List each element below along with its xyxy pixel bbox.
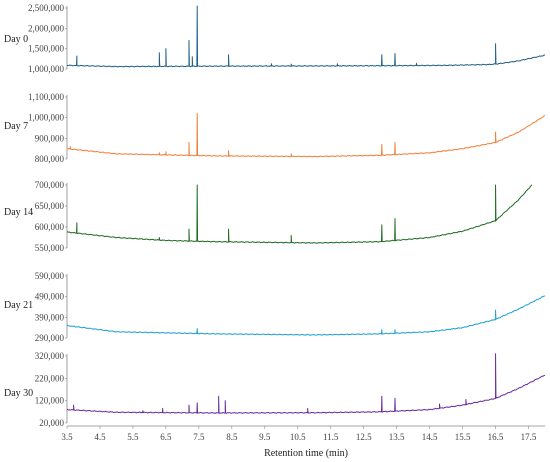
series-line bbox=[67, 5, 546, 68]
panel-1: 1,000,000 1,500,000 2,000,000 2,500,000 Day … bbox=[4, 3, 546, 74]
y-tick-label: 1,000,000 bbox=[28, 64, 65, 74]
x-axis-label: Retention time (min) bbox=[264, 448, 348, 459]
chart-panels: 1,000,000 1,500,000 2,000,000 2,500,000 Day … bbox=[4, 3, 546, 428]
y-tick-label: 550,000 bbox=[35, 243, 65, 253]
series-line bbox=[66, 184, 533, 244]
y-tick-label: 650,000 bbox=[35, 201, 65, 211]
y-tick-label: 600,000 bbox=[35, 222, 65, 232]
panel-5: 20,000 120,000 220,000 320,000 Day 30 bbox=[4, 351, 546, 428]
y-tick-label: 900,000 bbox=[35, 133, 65, 143]
panel-label: Day 30 bbox=[4, 388, 33, 399]
x-tick-label: 17.5 bbox=[521, 432, 537, 442]
x-tick-label: 9.5 bbox=[259, 432, 271, 442]
panel-label: Day 7 bbox=[4, 121, 28, 132]
x-tick-label: 13.5 bbox=[389, 432, 405, 442]
y-tick-label: 800,000 bbox=[35, 154, 65, 164]
y-tick-label: 1,000,000 bbox=[28, 113, 65, 123]
y-tick-label: 220,000 bbox=[35, 373, 65, 383]
x-tick-label: 11.5 bbox=[323, 432, 339, 442]
x-tick-label: 12.5 bbox=[356, 432, 372, 442]
x-tick-label: 8.5 bbox=[226, 432, 238, 442]
series-line bbox=[66, 295, 545, 336]
y-tick-label: 1,100,000 bbox=[28, 92, 65, 102]
y-tick-label: 590,000 bbox=[35, 271, 65, 281]
x-tick-label: 16.5 bbox=[488, 432, 504, 442]
y-tick-label: 2,500,000 bbox=[28, 3, 65, 13]
x-tick-label: 10.5 bbox=[290, 432, 306, 442]
panel-label: Day 14 bbox=[4, 207, 33, 218]
y-tick-label: 390,000 bbox=[35, 312, 65, 322]
x-tick-label: 3.5 bbox=[61, 432, 73, 442]
y-tick-label: 320,000 bbox=[35, 351, 65, 361]
y-tick-label: 700,000 bbox=[35, 180, 65, 190]
x-tick-label: 14.5 bbox=[422, 432, 438, 442]
panel-4: 290,000 390,000 490,000 590,000 Day 21 bbox=[4, 271, 545, 343]
panel-2: 800,000 900,000 1,000,000 1,100,000 Day 7 bbox=[4, 92, 545, 164]
x-axis-ticks: 3.5 4.5 5.5 6.5 7.5 8.5 9.5 10.5 11.5 12.5 13.5 14.… bbox=[61, 426, 537, 442]
panel-3: 550,000 600,000 650,000 700,000 Day 14 bbox=[4, 180, 533, 253]
panel-label: Day 21 bbox=[4, 300, 33, 311]
y-tick-label: 20,000 bbox=[39, 418, 64, 428]
x-tick-label: 15.5 bbox=[455, 432, 471, 442]
x-tick-label: 4.5 bbox=[94, 432, 106, 442]
x-tick-label: 7.5 bbox=[193, 432, 205, 442]
series-line bbox=[66, 113, 545, 158]
y-tick-label: 2,000,000 bbox=[28, 23, 65, 33]
y-tick-label: 1,500,000 bbox=[28, 44, 65, 54]
series-line bbox=[66, 353, 546, 414]
x-tick-label: 5.5 bbox=[127, 432, 139, 442]
y-tick-label: 490,000 bbox=[35, 292, 65, 302]
y-tick-label: 120,000 bbox=[35, 396, 65, 406]
x-tick-label: 6.5 bbox=[160, 432, 172, 442]
panel-label: Day 0 bbox=[4, 34, 28, 45]
y-tick-label: 290,000 bbox=[35, 333, 65, 343]
